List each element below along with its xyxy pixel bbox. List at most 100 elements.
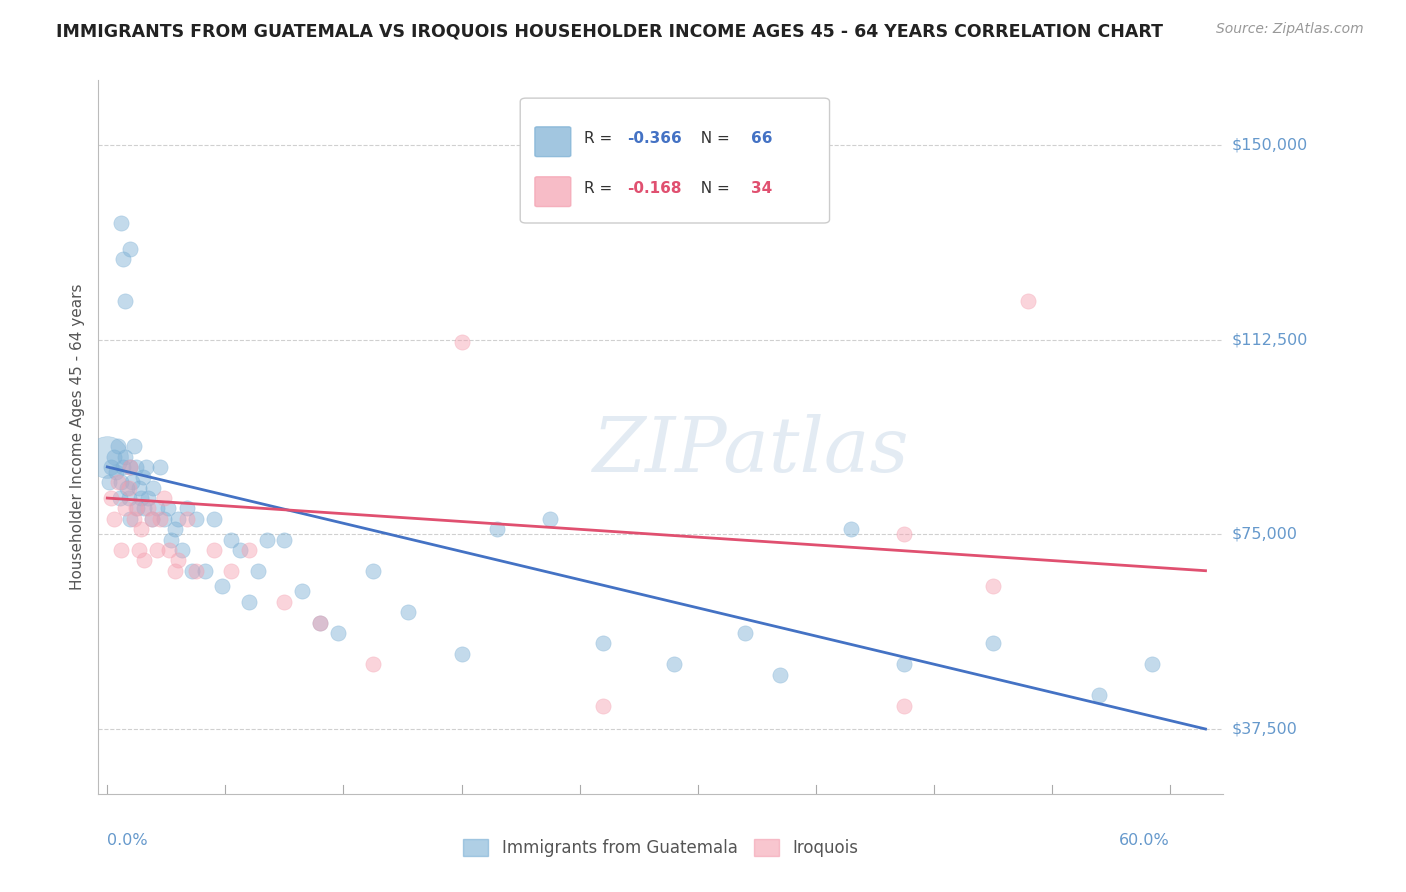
Point: [361, 657, 384, 672]
Point: [107, 475, 129, 490]
Point: [142, 481, 165, 495]
Point: [219, 533, 242, 547]
Point: [1017, 293, 1039, 308]
Point: [592, 636, 614, 650]
Text: Source: ZipAtlas.com: Source: ZipAtlas.com: [1216, 22, 1364, 37]
Point: [308, 615, 330, 630]
Point: [1142, 657, 1164, 672]
Point: [662, 657, 685, 672]
Point: [121, 475, 143, 490]
Point: [184, 564, 207, 578]
Point: [981, 579, 1004, 593]
Point: [134, 553, 156, 567]
Text: 60.0%: 60.0%: [1119, 833, 1170, 847]
Point: [98, 475, 121, 490]
Point: [117, 491, 139, 505]
Point: [100, 459, 122, 474]
Point: [156, 501, 179, 516]
Point: [112, 459, 135, 474]
Point: [308, 615, 330, 630]
Point: [219, 564, 242, 578]
Point: [893, 527, 915, 541]
Point: [1088, 688, 1111, 702]
Point: [114, 501, 136, 516]
Point: [122, 512, 145, 526]
Text: $37,500: $37,500: [1232, 722, 1298, 737]
Point: [769, 667, 792, 681]
Point: [246, 564, 269, 578]
FancyBboxPatch shape: [520, 98, 830, 223]
Point: [238, 595, 260, 609]
Point: [128, 481, 150, 495]
Point: [157, 543, 180, 558]
Point: [167, 553, 190, 567]
Point: [184, 512, 207, 526]
Point: [170, 543, 193, 558]
Point: [96, 450, 118, 464]
Point: [110, 475, 132, 490]
Point: [893, 657, 915, 672]
Point: [122, 439, 145, 453]
Point: [256, 533, 278, 547]
Point: [176, 512, 198, 526]
Point: [124, 501, 146, 516]
Text: R =: R =: [585, 131, 617, 146]
Point: [167, 512, 190, 526]
Point: [141, 512, 163, 526]
Point: [326, 626, 349, 640]
Text: ZIPatlas: ZIPatlas: [592, 415, 910, 488]
Point: [485, 522, 508, 536]
Point: [734, 626, 756, 640]
Point: [103, 450, 125, 464]
Point: [273, 533, 295, 547]
Point: [107, 439, 129, 453]
Point: [839, 522, 862, 536]
Point: [538, 512, 561, 526]
Point: [117, 481, 139, 495]
Point: [129, 522, 152, 536]
Point: [129, 491, 152, 505]
Point: [153, 491, 176, 505]
Point: [361, 564, 384, 578]
Text: R =: R =: [585, 181, 623, 196]
Point: [163, 522, 186, 536]
Point: [273, 595, 295, 609]
Point: [176, 501, 198, 516]
Point: [146, 543, 169, 558]
Text: -0.168: -0.168: [627, 181, 682, 196]
Text: -0.366: -0.366: [627, 131, 682, 146]
Point: [146, 501, 169, 516]
Point: [229, 543, 252, 558]
Point: [136, 501, 159, 516]
Text: $150,000: $150,000: [1232, 137, 1308, 153]
Point: [131, 470, 153, 484]
FancyBboxPatch shape: [534, 127, 571, 157]
Point: [149, 459, 172, 474]
Point: [120, 512, 142, 526]
Point: [202, 543, 225, 558]
Point: [112, 252, 135, 267]
Point: [893, 698, 915, 713]
Point: [194, 564, 217, 578]
Point: [120, 459, 142, 474]
Point: [163, 564, 186, 578]
Point: [291, 584, 314, 599]
Point: [450, 647, 472, 661]
Point: [141, 512, 163, 526]
Point: [115, 481, 138, 495]
Point: [114, 450, 136, 464]
Text: $112,500: $112,500: [1232, 333, 1308, 347]
Point: [110, 543, 132, 558]
Point: [981, 636, 1004, 650]
Point: [450, 335, 472, 350]
Point: [127, 501, 149, 516]
Point: [114, 293, 136, 308]
Point: [105, 465, 128, 479]
Text: N =: N =: [692, 181, 735, 196]
Point: [181, 564, 204, 578]
Point: [120, 459, 142, 474]
Y-axis label: Householder Income Ages 45 - 64 years: Householder Income Ages 45 - 64 years: [69, 284, 84, 591]
Point: [396, 605, 419, 619]
Point: [108, 491, 131, 505]
Point: [149, 512, 172, 526]
